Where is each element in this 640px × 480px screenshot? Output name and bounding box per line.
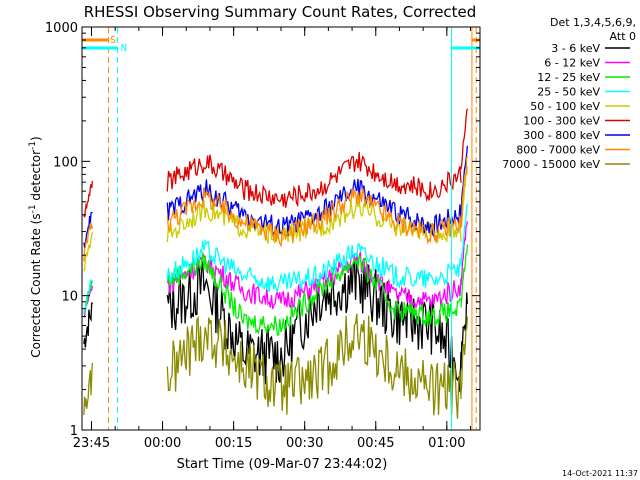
y-tick-label: 100 bbox=[53, 155, 78, 170]
legend-label: 6 - 12 keV bbox=[544, 57, 600, 70]
saa-flag-label: S bbox=[110, 35, 116, 46]
legend-label: 50 - 100 keV bbox=[530, 100, 600, 113]
series-line-end bbox=[460, 145, 469, 217]
series-line-start bbox=[83, 302, 93, 348]
series-line bbox=[166, 238, 462, 293]
legend-label: 12 - 25 keV bbox=[537, 71, 600, 84]
series-line-start bbox=[83, 222, 94, 262]
legend-header-attenuator: Att 0 bbox=[610, 30, 636, 43]
y-axis-label-main: Corrected Count Rate (s bbox=[29, 213, 43, 357]
x-tick-label: 00:00 bbox=[144, 436, 181, 451]
legend-label: 800 - 7000 keV bbox=[516, 144, 600, 157]
x-axis-label: Start Time (09-Mar-07 23:44:02) bbox=[177, 457, 388, 472]
legend-header-detectors: Det 1,3,4,5,6,9, bbox=[550, 16, 636, 29]
x-tick-label: 00:45 bbox=[357, 436, 394, 451]
y-axis-label: Corrected Count Rate (s-1 detector-1) bbox=[28, 136, 43, 357]
svg-text:Corrected Count Rate (s-1 dete: Corrected Count Rate (s-1 detector-1) bbox=[28, 136, 43, 357]
axis-layer: 1 10 100 1000 23:45 00:00 00:15 00:30 00:45 01:00 bbox=[45, 21, 481, 451]
series-line-end bbox=[460, 155, 469, 226]
series-line-end bbox=[460, 108, 469, 170]
series-line bbox=[166, 252, 462, 336]
chart-title: RHESSI Observing Summary Count Rates, Co… bbox=[84, 3, 477, 21]
series-line-end bbox=[460, 292, 469, 369]
series-line bbox=[166, 251, 462, 311]
data-layer: SN bbox=[82, 27, 480, 430]
y-axis-label-end: ) bbox=[29, 136, 43, 141]
series-line bbox=[166, 152, 462, 208]
footer-timestamp: 14-Oct-2021 11:37 bbox=[562, 469, 638, 478]
legend-label: 100 - 300 keV bbox=[523, 115, 600, 128]
y-tick-label: 1 bbox=[70, 424, 78, 439]
series-line-end bbox=[460, 316, 469, 396]
y-axis-label-mid: detector bbox=[29, 150, 43, 205]
legend: Det 1,3,4,5,6,9, Att 0 3 - 6 keV 6 - 12 k… bbox=[502, 16, 636, 171]
x-tick-label: 00:15 bbox=[215, 436, 252, 451]
y-tick-label: 1000 bbox=[45, 21, 78, 36]
series-line-start bbox=[83, 232, 94, 272]
night-flag-label: N bbox=[121, 43, 127, 54]
legend-label: 3 - 6 keV bbox=[551, 42, 600, 55]
series-line-end bbox=[460, 244, 469, 308]
x-tick-label: 00:30 bbox=[286, 436, 323, 451]
legend-label: 25 - 50 keV bbox=[537, 86, 600, 99]
series-line-start bbox=[83, 362, 94, 416]
series-line-end bbox=[460, 221, 469, 285]
series-line-start bbox=[83, 279, 93, 315]
series-line-start bbox=[83, 181, 94, 218]
series-line bbox=[166, 187, 462, 248]
series-line-end bbox=[460, 203, 469, 266]
x-tick-label: 23:45 bbox=[73, 436, 110, 451]
legend-label: 7000 - 15000 keV bbox=[502, 158, 600, 171]
legend-label: 300 - 800 keV bbox=[523, 129, 600, 142]
y-axis-label-sup2: -1 bbox=[28, 141, 38, 150]
x-tick-label: 01:00 bbox=[428, 436, 465, 451]
y-tick-label: 10 bbox=[61, 290, 78, 305]
series-line bbox=[166, 313, 462, 419]
series-line bbox=[166, 178, 462, 239]
y-axis-label-sup1: -1 bbox=[28, 204, 38, 213]
